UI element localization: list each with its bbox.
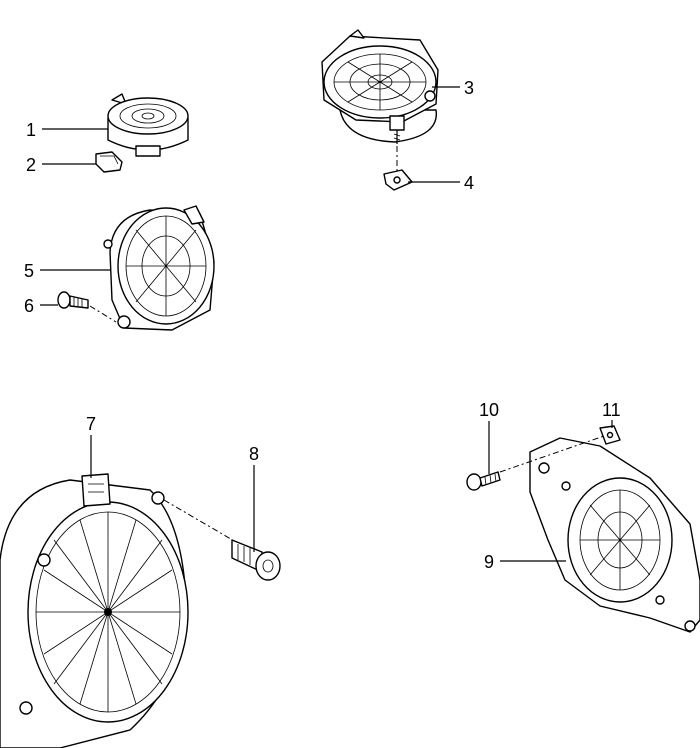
callout-1: 1: [26, 120, 36, 140]
callout-11: 11: [602, 400, 621, 420]
part-2-clip: [95, 151, 123, 173]
part-11-clip: [599, 425, 621, 445]
callout-6: 6: [24, 296, 34, 316]
callout-labels: 1 2 3 4 5 6 7 8 9 10 11: [24, 78, 621, 572]
part-1-tweeter: [107, 93, 189, 157]
callout-4: 4: [464, 173, 474, 193]
part-9-speaker-bracket: [529, 437, 700, 633]
callout-9: 9: [484, 552, 494, 572]
callout-3: 3: [464, 78, 474, 98]
part-7-woofer: [0, 473, 237, 748]
part-3-speaker: [321, 29, 439, 144]
callout-10: 10: [479, 400, 499, 420]
leader-lines: [40, 86, 613, 562]
part-10-screw: [466, 435, 605, 491]
part-8-bolt: [231, 539, 281, 581]
part-5-speaker: [103, 205, 215, 331]
part-6-screw: [57, 291, 117, 323]
callout-7: 7: [86, 414, 96, 434]
callout-8: 8: [249, 444, 259, 464]
callout-2: 2: [26, 155, 36, 175]
callout-5: 5: [24, 261, 34, 281]
part-4-clip-nut: [383, 146, 413, 191]
